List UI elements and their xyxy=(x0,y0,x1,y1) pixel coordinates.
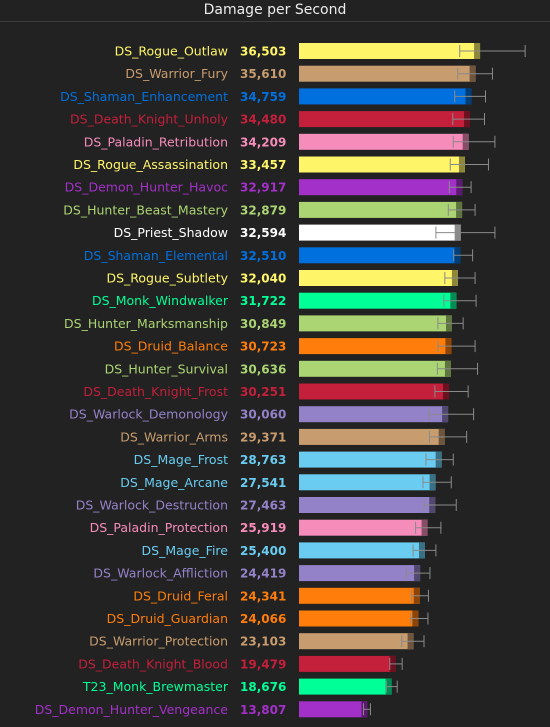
bar xyxy=(299,201,463,218)
category-label: DS_Druid_Balance xyxy=(114,339,228,354)
category-label: DS_Warrior_Protection xyxy=(89,634,228,649)
bar xyxy=(299,610,419,627)
value-label: 33,457 xyxy=(240,158,286,172)
bar xyxy=(299,428,445,445)
category-label: DS_Priest_Shadow xyxy=(114,225,228,240)
bar xyxy=(299,565,421,582)
value-label: 32,879 xyxy=(240,203,286,217)
value-label: 30,251 xyxy=(240,385,286,399)
category-label: DS_Shaman_Elemental xyxy=(84,248,228,263)
category-label: DS_Warrior_Fury xyxy=(125,66,228,81)
bar xyxy=(299,315,453,332)
value-label: 24,341 xyxy=(240,589,286,603)
value-label: 34,209 xyxy=(240,135,286,149)
category-label: DS_Warlock_Demonology xyxy=(69,407,228,422)
bar xyxy=(299,542,425,559)
bar xyxy=(299,678,392,695)
bar xyxy=(299,474,436,491)
bar xyxy=(299,224,461,241)
category-label: DS_Rogue_Subtlety xyxy=(106,271,228,286)
value-label: 25,400 xyxy=(240,544,286,558)
category-label: DS_Mage_Frost xyxy=(134,452,228,467)
bar xyxy=(299,451,442,468)
value-label: 32,917 xyxy=(240,181,286,195)
bar xyxy=(299,88,472,105)
value-label: 13,807 xyxy=(240,703,286,717)
value-label: 23,103 xyxy=(240,635,286,649)
category-label: DS_Paladin_Protection xyxy=(90,520,228,535)
bar xyxy=(299,111,471,128)
bar xyxy=(299,360,451,377)
category-label: DS_Shaman_Enhancement xyxy=(60,89,228,104)
bar xyxy=(299,497,436,513)
value-label: 36,503 xyxy=(240,45,286,59)
value-label: 32,040 xyxy=(240,272,286,286)
value-label: 28,763 xyxy=(240,453,286,467)
value-label: 29,371 xyxy=(240,430,286,444)
category-label: DS_Mage_Arcane xyxy=(120,475,228,490)
bar xyxy=(299,133,469,150)
category-label: DS_Warlock_Destruction xyxy=(76,498,228,513)
category-label: DS_Monk_Windwalker xyxy=(92,293,229,308)
bar xyxy=(299,292,457,309)
value-label: 30,060 xyxy=(240,408,286,422)
category-label: DS_Mage_Fire xyxy=(142,543,229,558)
category-label: DS_Death_Knight_Frost xyxy=(83,384,228,399)
bar xyxy=(299,65,476,82)
value-label: 18,676 xyxy=(240,680,286,694)
chart-title: Damage per Second xyxy=(203,2,347,18)
value-label: 25,919 xyxy=(240,521,286,535)
bar xyxy=(299,587,420,604)
value-label: 34,480 xyxy=(240,113,286,127)
bar xyxy=(299,179,463,196)
bar xyxy=(299,338,452,355)
value-label: 34,759 xyxy=(240,90,286,104)
category-label: DS_Hunter_Beast_Mastery xyxy=(63,202,228,217)
bar xyxy=(299,701,368,718)
value-label: 19,479 xyxy=(240,657,286,671)
category-label: DS_Rogue_Outlaw xyxy=(115,44,228,59)
category-label: T23_Monk_Brewmaster xyxy=(82,679,229,694)
value-label: 27,541 xyxy=(240,476,286,490)
value-label: 24,419 xyxy=(240,567,286,581)
bar xyxy=(299,156,465,173)
category-label: DS_Demon_Hunter_Vengeance xyxy=(35,702,229,717)
category-label: DS_Demon_Hunter_Havoc xyxy=(65,180,228,195)
category-label: DS_Hunter_Marksmanship xyxy=(64,316,228,331)
bar xyxy=(299,43,481,59)
value-label: 27,463 xyxy=(240,499,286,513)
bar xyxy=(299,270,458,286)
bar xyxy=(299,406,449,423)
bar xyxy=(299,519,428,536)
bar xyxy=(299,247,461,264)
value-label: 32,510 xyxy=(240,249,286,263)
value-label: 24,066 xyxy=(240,612,286,626)
value-label: 31,722 xyxy=(240,294,286,308)
bar xyxy=(299,383,450,400)
title-divider xyxy=(0,21,550,22)
category-label: DS_Death_Knight_Unholy xyxy=(70,112,229,127)
value-label: 30,723 xyxy=(240,340,286,354)
category-label: DS_Warlock_Affliction xyxy=(93,566,228,581)
category-label: DS_Paladin_Retribution xyxy=(84,134,228,149)
value-label: 30,636 xyxy=(240,362,286,376)
category-label: DS_Druid_Guardian xyxy=(107,611,228,626)
bar xyxy=(299,655,396,672)
category-label: DS_Druid_Feral xyxy=(133,588,228,603)
bar xyxy=(299,633,414,650)
category-label: DS_Warrior_Arms xyxy=(120,429,228,444)
value-label: 35,610 xyxy=(240,67,286,81)
value-label: 32,594 xyxy=(240,226,286,240)
category-label: DS_Rogue_Assassination xyxy=(73,157,228,172)
category-label: DS_Hunter_Survival xyxy=(105,361,228,376)
category-label: DS_Death_Knight_Blood xyxy=(78,656,228,671)
value-label: 30,849 xyxy=(240,317,286,331)
